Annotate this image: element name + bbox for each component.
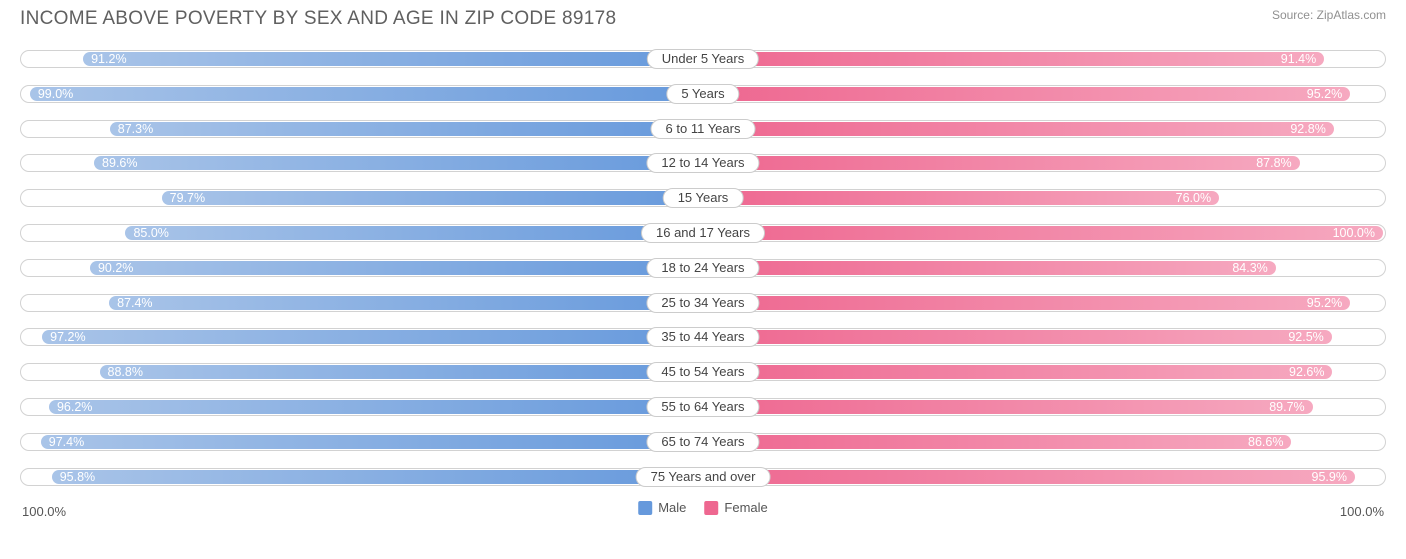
- bar-female-value: 89.7%: [1269, 400, 1304, 414]
- chart-row: 89.6% 87.8% 12 to 14 Years: [20, 150, 1386, 176]
- chart-row: 95.8% 95.9% 75 Years and over: [20, 464, 1386, 490]
- legend-item-male: Male: [638, 500, 686, 515]
- bar-male-value: 87.4%: [117, 296, 152, 310]
- bar-male: 79.7%: [162, 191, 700, 205]
- chart-row: 90.2% 84.3% 18 to 24 Years: [20, 255, 1386, 281]
- bar-male-value: 97.4%: [49, 435, 84, 449]
- chart-row: 97.4% 86.6% 65 to 74 Years: [20, 429, 1386, 455]
- bar-male: 97.4%: [41, 435, 700, 449]
- bar-male-value: 88.8%: [108, 365, 143, 379]
- bar-male: 87.3%: [110, 122, 700, 136]
- chart-row: 88.8% 92.6% 45 to 54 Years: [20, 359, 1386, 385]
- bar-male-value: 85.0%: [133, 226, 168, 240]
- bar-female-value: 95.2%: [1307, 87, 1342, 101]
- bar-female: 95.9%: [706, 470, 1355, 484]
- bar-female: 87.8%: [706, 156, 1300, 170]
- category-label: 15 Years: [663, 188, 744, 208]
- bar-male-value: 95.8%: [60, 470, 95, 484]
- legend: Male Female: [638, 500, 768, 515]
- legend-swatch-male: [638, 501, 652, 515]
- bar-male: 90.2%: [90, 261, 700, 275]
- chart-row: 97.2% 92.5% 35 to 44 Years: [20, 324, 1386, 350]
- bar-male: 87.4%: [109, 296, 700, 310]
- bar-male-value: 96.2%: [57, 400, 92, 414]
- category-label: 25 to 34 Years: [646, 293, 759, 313]
- chart-row: 85.0% 100.0% 16 and 17 Years: [20, 220, 1386, 246]
- category-label: 55 to 64 Years: [646, 397, 759, 417]
- axis-label-right: 100.0%: [1340, 504, 1384, 519]
- bar-male-value: 90.2%: [98, 261, 133, 275]
- bar-male-value: 89.6%: [102, 156, 137, 170]
- bar-female-value: 100.0%: [1333, 226, 1375, 240]
- category-label: 18 to 24 Years: [646, 258, 759, 278]
- chart-source: Source: ZipAtlas.com: [1272, 8, 1386, 22]
- category-label: 35 to 44 Years: [646, 327, 759, 347]
- bar-female-value: 92.5%: [1288, 330, 1323, 344]
- category-label: 75 Years and over: [636, 467, 771, 487]
- bar-female: 86.6%: [706, 435, 1291, 449]
- bar-male: 91.2%: [83, 52, 700, 66]
- bar-female: 100.0%: [706, 226, 1383, 240]
- category-label: 6 to 11 Years: [651, 119, 756, 139]
- legend-label-male: Male: [658, 500, 686, 515]
- bar-female-value: 92.8%: [1290, 122, 1325, 136]
- chart-row: 87.3% 92.8% 6 to 11 Years: [20, 116, 1386, 142]
- category-label: 45 to 54 Years: [646, 362, 759, 382]
- category-label: 65 to 74 Years: [646, 432, 759, 452]
- legend-item-female: Female: [704, 500, 767, 515]
- bar-male: 96.2%: [49, 400, 700, 414]
- chart-header: INCOME ABOVE POVERTY BY SEX AND AGE IN Z…: [20, 8, 1386, 42]
- bar-male-value: 99.0%: [38, 87, 73, 101]
- bar-female: 92.5%: [706, 330, 1332, 344]
- category-label: Under 5 Years: [647, 49, 759, 69]
- bar-female: 76.0%: [706, 191, 1219, 205]
- bar-female-value: 95.9%: [1312, 470, 1347, 484]
- bar-female-value: 92.6%: [1289, 365, 1324, 379]
- category-label: 12 to 14 Years: [646, 153, 759, 173]
- chart-row: 91.2% 91.4% Under 5 Years: [20, 46, 1386, 72]
- bar-male: 85.0%: [125, 226, 700, 240]
- legend-label-female: Female: [724, 500, 767, 515]
- bar-female-value: 87.8%: [1256, 156, 1291, 170]
- bar-female: 95.2%: [706, 296, 1350, 310]
- bar-male-value: 79.7%: [170, 191, 205, 205]
- bar-male: 99.0%: [30, 87, 700, 101]
- bar-male: 97.2%: [42, 330, 700, 344]
- chart-footer: 100.0% 100.0% Male Female: [20, 498, 1386, 532]
- chart-rows: 91.2% 91.4% Under 5 Years 99.0% 95.2% 5 Years…: [20, 46, 1386, 490]
- chart-row: 79.7% 76.0% 15 Years: [20, 185, 1386, 211]
- category-label: 16 and 17 Years: [641, 223, 765, 243]
- bar-male-value: 91.2%: [91, 52, 126, 66]
- chart-row: 96.2% 89.7% 55 to 64 Years: [20, 394, 1386, 420]
- chart-row: 87.4% 95.2% 25 to 34 Years: [20, 290, 1386, 316]
- bar-female: 89.7%: [706, 400, 1313, 414]
- chart-row: 99.0% 95.2% 5 Years: [20, 81, 1386, 107]
- bar-male-value: 87.3%: [118, 122, 153, 136]
- bar-female: 84.3%: [706, 261, 1276, 275]
- legend-swatch-female: [704, 501, 718, 515]
- bar-female-value: 86.6%: [1248, 435, 1283, 449]
- bar-female-value: 76.0%: [1176, 191, 1211, 205]
- bar-female-value: 91.4%: [1281, 52, 1316, 66]
- bar-female: 95.2%: [706, 87, 1350, 101]
- bar-male-value: 97.2%: [50, 330, 85, 344]
- bar-female: 92.8%: [706, 122, 1334, 136]
- category-label: 5 Years: [666, 84, 739, 104]
- bar-female: 91.4%: [706, 52, 1324, 66]
- bar-male: 89.6%: [94, 156, 700, 170]
- bar-female: 92.6%: [706, 365, 1332, 379]
- bar-male: 88.8%: [100, 365, 701, 379]
- chart-container: INCOME ABOVE POVERTY BY SEX AND AGE IN Z…: [0, 0, 1406, 559]
- bar-male: 95.8%: [52, 470, 700, 484]
- axis-label-left: 100.0%: [22, 504, 66, 519]
- bar-female-value: 84.3%: [1232, 261, 1267, 275]
- bar-female-value: 95.2%: [1307, 296, 1342, 310]
- chart-title: INCOME ABOVE POVERTY BY SEX AND AGE IN Z…: [20, 8, 616, 30]
